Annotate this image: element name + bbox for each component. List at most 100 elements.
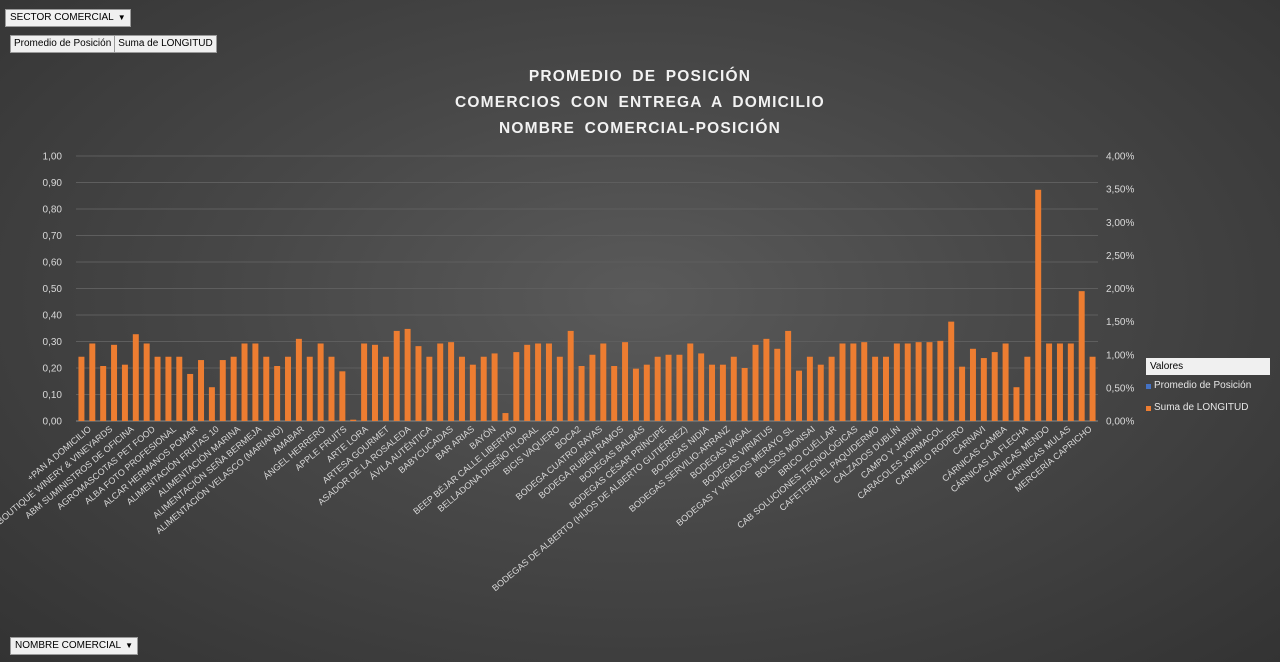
sector-filter-button[interactable]: SECTOR COMERCIAL ▼ xyxy=(5,9,131,27)
bar xyxy=(1013,387,1020,421)
bar xyxy=(535,343,542,421)
legend-swatch-longitud xyxy=(1146,405,1151,411)
bar xyxy=(306,356,313,421)
bar xyxy=(839,343,846,421)
bar xyxy=(719,364,726,421)
left-tick-label: 0,90 xyxy=(43,178,63,189)
value-button-promedio[interactable]: Promedio de Posición xyxy=(10,35,116,53)
bar xyxy=(904,343,911,421)
bar xyxy=(426,356,433,421)
bar xyxy=(1056,343,1063,421)
bar xyxy=(980,358,987,421)
left-tick-label: 0,30 xyxy=(43,337,63,348)
legend-label-longitud: Suma de LONGITUD xyxy=(1154,402,1249,413)
bar xyxy=(1002,343,1009,421)
bar xyxy=(404,328,411,421)
bar xyxy=(774,348,781,421)
bar xyxy=(502,413,509,421)
bar xyxy=(317,343,324,421)
left-tick-label: 1,00 xyxy=(43,152,63,163)
bar xyxy=(176,356,183,421)
bar xyxy=(948,321,955,422)
bar xyxy=(828,356,835,421)
left-tick-label: 0,50 xyxy=(43,284,63,295)
bar xyxy=(654,356,661,421)
sector-filter-label: SECTOR COMERCIAL xyxy=(10,12,114,23)
bar xyxy=(893,343,900,421)
legend-swatch-promedio xyxy=(1146,383,1151,389)
bar xyxy=(285,356,291,421)
bar xyxy=(219,360,226,421)
bar xyxy=(198,360,205,421)
bar xyxy=(991,352,998,421)
nombre-filter-button[interactable]: NOMBRE COMERCIAL ▼ xyxy=(10,637,139,655)
value-button-longitud[interactable]: Suma de LONGITUD xyxy=(115,35,217,53)
bar xyxy=(1067,343,1074,421)
bar xyxy=(556,356,563,421)
bar xyxy=(89,343,96,421)
bar xyxy=(709,364,716,421)
bar xyxy=(785,330,792,421)
bar xyxy=(393,330,400,421)
chart-title-line-2: COMERCIOS CON ENTREGA A DOMICILIO xyxy=(455,94,825,111)
bar xyxy=(1046,343,1053,421)
bar xyxy=(415,346,422,421)
bar xyxy=(643,364,650,421)
bar xyxy=(328,356,335,421)
chart-title-line-1: PROMEDIO DE POSICIÓN xyxy=(528,68,752,85)
bar xyxy=(632,368,639,421)
bar xyxy=(698,353,705,422)
left-tick-label: 0,10 xyxy=(43,390,63,401)
bar xyxy=(524,344,531,421)
bar xyxy=(872,356,879,421)
nombre-filter-label: NOMBRE COMERCIAL xyxy=(15,640,122,651)
bar xyxy=(611,366,618,421)
bar xyxy=(926,342,933,421)
bar xyxy=(469,364,476,421)
bar xyxy=(252,343,259,421)
value-field-buttons: Promedio de Posición Suma de LONGITUD xyxy=(10,35,217,53)
bar xyxy=(187,373,194,421)
bar xyxy=(143,343,150,421)
bar xyxy=(458,356,465,421)
chart-title: PROMEDIO DE POSICIÓN COMERCIOS CON ENTRE… xyxy=(0,64,1280,142)
right-tick-label: 4,00% xyxy=(1106,152,1134,163)
bar xyxy=(165,356,172,421)
bar xyxy=(339,371,346,421)
bar xyxy=(263,356,270,421)
bar xyxy=(100,366,107,421)
bar xyxy=(545,343,552,421)
bar xyxy=(741,368,748,421)
bar xyxy=(78,356,85,421)
bar xyxy=(480,356,487,421)
bar xyxy=(589,354,596,421)
left-tick-label: 0,70 xyxy=(43,231,63,242)
bar xyxy=(665,354,672,421)
bar xyxy=(372,344,378,421)
bar xyxy=(513,352,520,421)
right-tick-label: 3,50% xyxy=(1106,185,1134,196)
bar xyxy=(850,343,857,421)
bar xyxy=(274,366,281,421)
bar xyxy=(883,356,889,421)
right-tick-label: 0,50% xyxy=(1106,383,1134,394)
bar xyxy=(806,356,813,421)
right-tick-label: 0,00% xyxy=(1106,417,1134,428)
bar xyxy=(622,342,629,421)
bar xyxy=(382,356,389,421)
legend-item-longitud: Suma de LONGITUD xyxy=(1146,397,1270,419)
bar xyxy=(448,342,455,421)
legend: Valores Promedio de Posición Suma de LON… xyxy=(1146,358,1270,419)
right-tick-label: 1,50% xyxy=(1106,317,1134,328)
bar xyxy=(578,366,585,421)
bar xyxy=(121,364,128,421)
bar xyxy=(817,364,824,421)
bar xyxy=(208,387,215,421)
left-tick-label: 0,20 xyxy=(43,364,63,375)
legend-label-promedio: Promedio de Posición xyxy=(1154,380,1252,391)
bar xyxy=(1078,291,1085,421)
legend-item-promedio: Promedio de Posición xyxy=(1146,375,1270,397)
bar xyxy=(861,342,868,421)
bar xyxy=(796,370,802,421)
